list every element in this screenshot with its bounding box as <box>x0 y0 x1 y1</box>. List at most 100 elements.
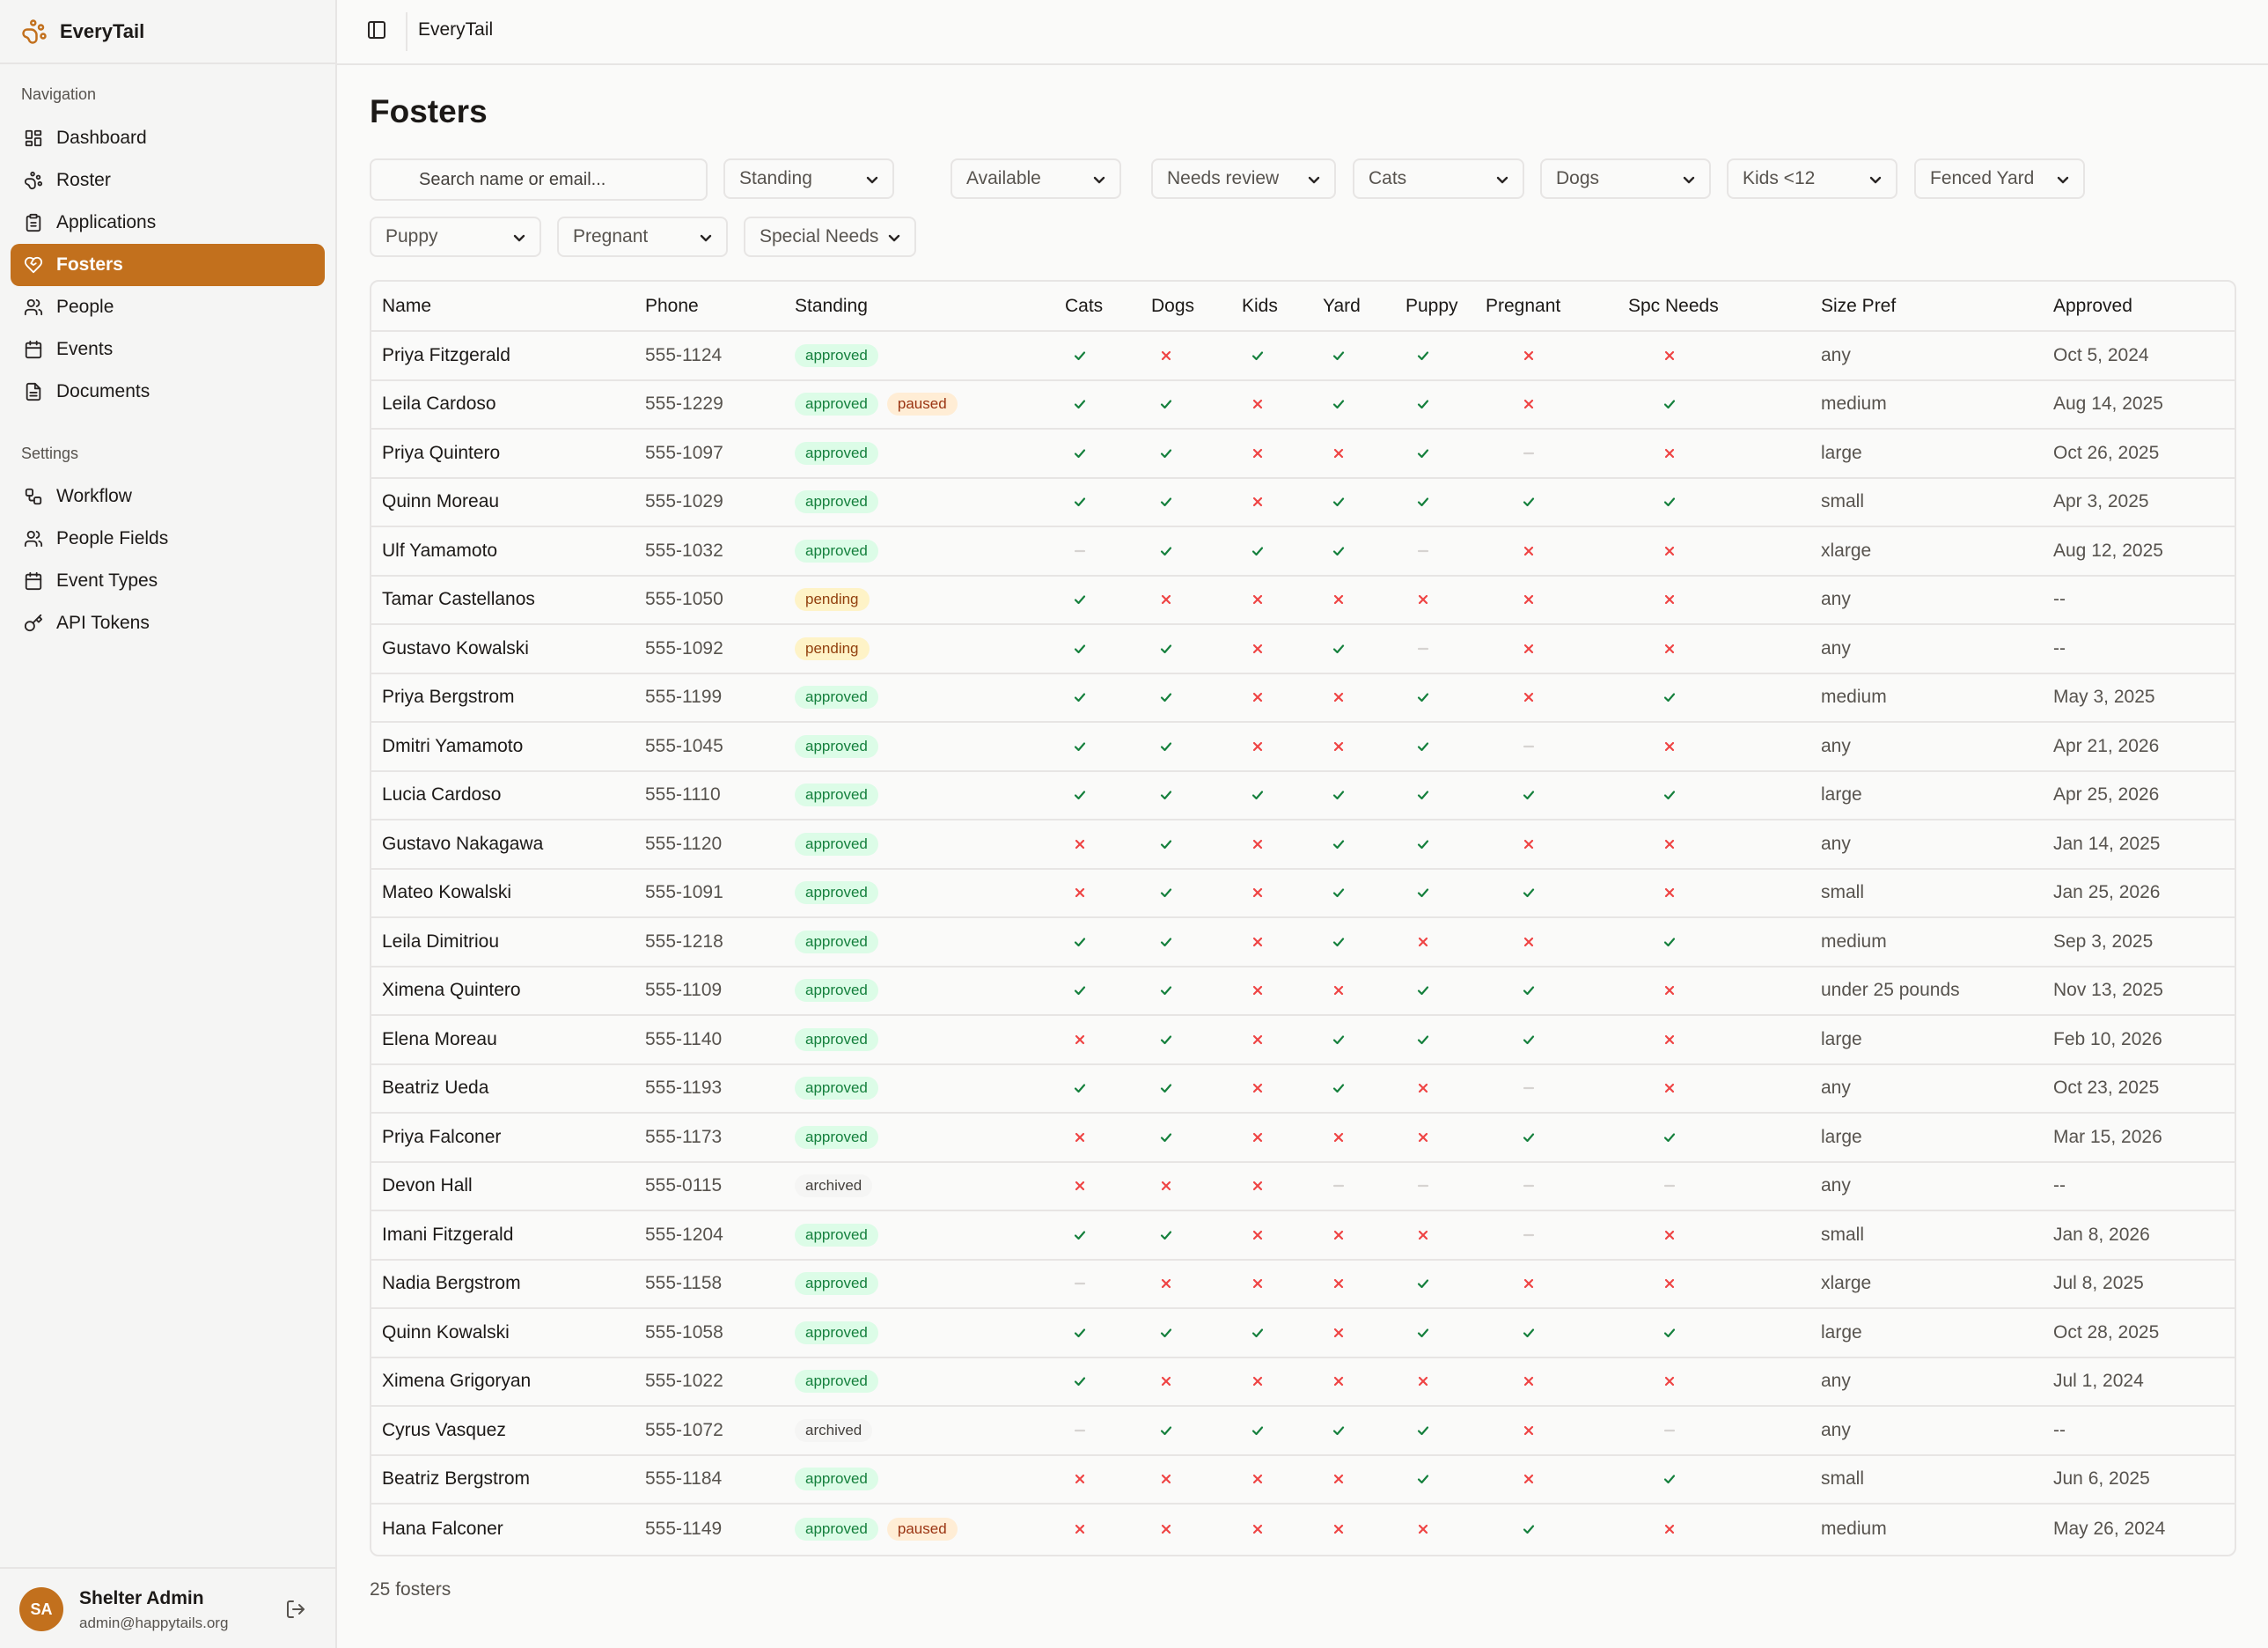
x-icon <box>1250 1178 1266 1194</box>
column-header-phone[interactable]: Phone <box>645 295 699 316</box>
flag-cell <box>1158 820 1174 868</box>
flag-cell <box>1521 1065 1537 1113</box>
sidebar-item-events[interactable]: Events <box>11 328 325 371</box>
column-header-approved[interactable]: Approved <box>2053 295 2132 316</box>
flag-cell <box>1521 625 1537 673</box>
table-row[interactable]: Ximena Quintero 555-1109 approved under 25 … <box>371 967 2235 1016</box>
column-header-standing[interactable]: Standing <box>795 295 868 316</box>
status-badge: approved <box>795 1223 878 1247</box>
table-row[interactable]: Leila Cardoso 555-1229 approved paused mediu… <box>371 381 2235 430</box>
check-icon <box>1158 1129 1174 1145</box>
filter-pregnant[interactable]: Pregnant <box>557 217 728 257</box>
filter-standing[interactable]: Standing <box>723 158 894 199</box>
filter-fenced-yard[interactable]: Fenced Yard <box>1914 158 2085 199</box>
column-header-puppy[interactable]: Puppy <box>1406 295 1458 316</box>
flag-cell <box>1331 1407 1347 1454</box>
table-row[interactable]: Priya Falconer 555-1173 approved large Mar 1… <box>371 1114 2235 1163</box>
divider <box>0 63 335 64</box>
dash-icon <box>1521 1080 1537 1096</box>
flag-cell <box>1072 1456 1088 1504</box>
sidebar-item-people[interactable]: People <box>11 286 325 328</box>
status-badge: approved <box>795 1272 878 1296</box>
flag-cell <box>1521 332 1537 379</box>
foster-phone: 555-1092 <box>645 637 723 658</box>
approved-date: Mar 15, 2026 <box>2053 1126 2162 1147</box>
sidebar-item-dashboard[interactable]: Dashboard <box>11 117 325 159</box>
check-icon <box>1158 934 1174 950</box>
column-header-size-pref[interactable]: Size Pref <box>1821 295 1897 316</box>
filter-label: Dogs <box>1556 168 1600 188</box>
filter-dogs[interactable]: Dogs <box>1540 158 1711 199</box>
table-row[interactable]: Beatriz Bergstrom 555-1184 approved small Ju… <box>371 1456 2235 1505</box>
check-icon <box>1072 445 1088 461</box>
settings-item-workflow[interactable]: Workflow <box>11 475 325 518</box>
x-icon <box>1158 348 1174 364</box>
flag-cell <box>1250 430 1266 477</box>
table-row[interactable]: Ximena Grigoryan 555-1022 approved any Jul 1… <box>371 1358 2235 1407</box>
sidebar-toggle-icon[interactable] <box>366 19 389 42</box>
filter-needs-review[interactable]: Needs review <box>1151 158 1336 199</box>
flag-cell <box>1415 1505 1431 1554</box>
table-row[interactable]: Nadia Bergstrom 555-1158 approved xlarge Jul… <box>371 1261 2235 1309</box>
table-row[interactable]: Devon Hall 555-0115 archived any -- <box>371 1163 2235 1211</box>
filter-available[interactable]: Available <box>951 158 1121 199</box>
avatar[interactable]: SA <box>19 1587 63 1631</box>
table-row[interactable]: Priya Fitzgerald 555-1124 approved any Oct 5… <box>371 332 2235 381</box>
app-name: EveryTail <box>60 20 145 42</box>
logout-icon[interactable] <box>285 1599 308 1622</box>
table-row[interactable]: Priya Bergstrom 555-1199 approved medium May… <box>371 674 2235 723</box>
settings-item-event-types[interactable]: Event Types <box>11 560 325 602</box>
filter-special-needs[interactable]: Special Needs <box>744 217 916 257</box>
settings-item-people-fields[interactable]: People Fields <box>11 518 325 560</box>
table-row[interactable]: Ulf Yamamoto 555-1032 approved xlarge Aug 12… <box>371 527 2235 577</box>
table-row[interactable]: Gustavo Nakagawa 555-1120 approved any Jan 1… <box>371 820 2235 870</box>
flag-cell <box>1331 1211 1347 1259</box>
column-header-spc-needs[interactable]: Spc Needs <box>1628 295 1719 316</box>
size-pref: any <box>1821 1175 1851 1196</box>
table-row[interactable]: Mateo Kowalski 555-1091 approved small Jan 2… <box>371 870 2235 918</box>
filter-puppy[interactable]: Puppy <box>370 217 541 257</box>
sidebar-item-documents[interactable]: Documents <box>11 371 325 413</box>
table-row[interactable]: Beatriz Ueda 555-1193 approved any Oct 23, 2… <box>371 1065 2235 1114</box>
x-icon <box>1521 592 1537 607</box>
filter-kids-12[interactable]: Kids <12 <box>1727 158 1897 199</box>
table-row[interactable]: Leila Dimitriou 555-1218 approved medium Sep… <box>371 918 2235 967</box>
sidebar-item-roster[interactable]: Roster <box>11 159 325 202</box>
foster-name: Imani Fitzgerald <box>382 1224 514 1245</box>
column-header-yard[interactable]: Yard <box>1323 295 1361 316</box>
table-row[interactable]: Tamar Castellanos 555-1050 pending any -- <box>371 577 2235 625</box>
column-header-kids[interactable]: Kids <box>1242 295 1278 316</box>
flag-cell <box>1072 332 1088 379</box>
check-icon <box>1072 1325 1088 1341</box>
table-row[interactable]: Cyrus Vasquez 555-1072 archived any -- <box>371 1407 2235 1456</box>
table-row[interactable]: Dmitri Yamamoto 555-1045 approved any Apr 21… <box>371 723 2235 772</box>
status-badge: pending <box>795 636 870 660</box>
table-row[interactable]: Quinn Moreau 555-1029 approved small Apr 3, … <box>371 479 2235 527</box>
brand[interactable]: EveryTail <box>21 16 144 48</box>
sidebar-item-fosters[interactable]: Fosters <box>11 244 325 286</box>
table-row[interactable]: Elena Moreau 555-1140 approved large Feb 10,… <box>371 1016 2235 1065</box>
flag-cell <box>1250 381 1266 429</box>
flag-cell <box>1662 332 1677 379</box>
flag-cell <box>1331 1358 1347 1406</box>
settings-item-api-tokens[interactable]: API Tokens <box>11 602 325 644</box>
x-icon <box>1521 1373 1537 1389</box>
column-header-cats[interactable]: Cats <box>1065 295 1104 316</box>
table-row[interactable]: Lucia Cardoso 555-1110 approved large Apr 25… <box>371 772 2235 820</box>
sidebar-item-applications[interactable]: Applications <box>11 202 325 244</box>
table-row[interactable]: Quinn Kowalski 555-1058 approved large Oct 2… <box>371 1309 2235 1358</box>
filter-cats[interactable]: Cats <box>1353 158 1524 199</box>
flag-cell <box>1250 1065 1266 1113</box>
column-header-name[interactable]: Name <box>382 295 432 316</box>
x-icon <box>1250 982 1266 998</box>
table-row[interactable]: Hana Falconer 555-1149 approved paused mediu… <box>371 1505 2235 1554</box>
table-row[interactable]: Priya Quintero 555-1097 approved large Oct 2… <box>371 430 2235 479</box>
table-row[interactable]: Imani Fitzgerald 555-1204 approved small Jan… <box>371 1211 2235 1261</box>
check-icon <box>1415 885 1431 901</box>
approved-date: Jul 8, 2025 <box>2053 1273 2144 1294</box>
column-header-pregnant[interactable]: Pregnant <box>1486 295 1561 316</box>
chevron-down-icon <box>2055 172 2071 188</box>
table-row[interactable]: Gustavo Kowalski 555-1092 pending any -- <box>371 625 2235 674</box>
search-input[interactable] <box>370 158 708 201</box>
column-header-dogs[interactable]: Dogs <box>1151 295 1195 316</box>
